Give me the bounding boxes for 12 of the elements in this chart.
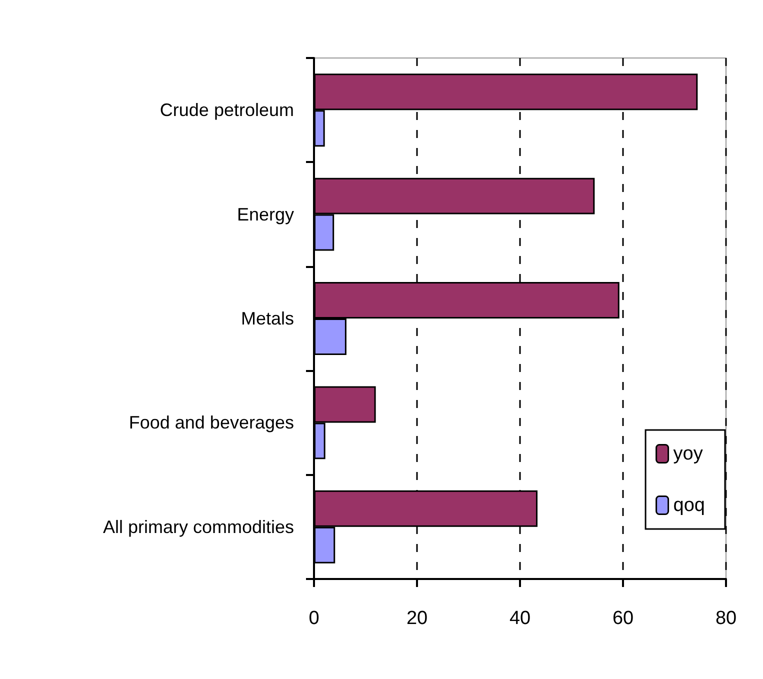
x-tick-label: 0 (308, 608, 320, 629)
y-tick-label: Energy (236, 204, 294, 224)
x-tick-label: 80 (715, 608, 737, 629)
legend-label: yoy (673, 443, 704, 464)
x-tick-label: 20 (406, 608, 428, 629)
y-tick-label: Food and beverages (128, 412, 294, 433)
x-tick-label: 60 (612, 608, 634, 629)
y-tick-label: Metals (240, 308, 294, 328)
legend-label: qoq (673, 494, 705, 516)
x-tick-label: 40 (509, 608, 531, 629)
y-tick-label: All primary commodities (102, 516, 294, 537)
y-tick-label: Crude petroleum (160, 100, 294, 120)
